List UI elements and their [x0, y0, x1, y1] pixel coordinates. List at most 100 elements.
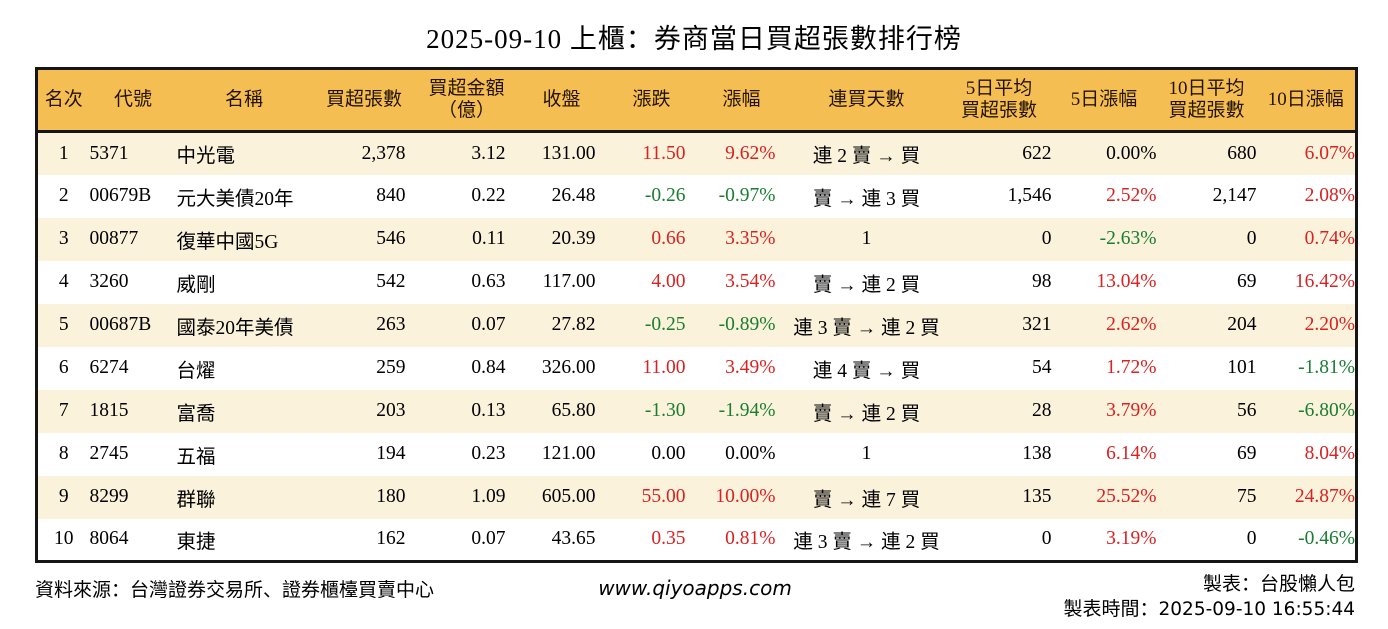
table-body: 1 5371 中光電 2,378 3.12 131.00 11.50 9.62% 連 2 賣 →… [36, 131, 1357, 562]
cell-buy-streak: 1 [861, 228, 872, 249]
cell-change: 11.00 [642, 357, 686, 378]
column-header-pct5: 5日漲幅 [1051, 68, 1157, 133]
cell-net-buy-shares: 203 [376, 400, 406, 421]
made-time-label: 製表時間： [1063, 599, 1159, 620]
column-header-avg10-net-buy: 10日平均 買超張數 [1156, 68, 1257, 133]
table-row: 8 2745 五福 194 0.23 121.00 0.00 0.00% 1 138 6.14% 69… [36, 432, 1357, 476]
cell-pct10: 2.08% [1304, 185, 1355, 206]
table-row: 4 3260 威剛 542 0.63 117.00 4.00 3.54% 賣 → 連 2 買 98… [36, 260, 1357, 304]
cell-close: 117.00 [542, 271, 596, 292]
cell-net-buy-shares: 263 [376, 314, 406, 335]
cell-avg5-net-buy: 0 [1041, 228, 1052, 249]
cell-close: 43.65 [551, 528, 596, 550]
column-header-net-buy-amount: 買超金額 （億） [416, 68, 517, 133]
cell-avg10-net-buy: 69 [1237, 271, 1257, 292]
cell-avg10-net-buy: 0 [1246, 528, 1257, 550]
table-row: 10 8064 東捷 162 0.07 43.65 0.35 0.81% 連 3 賣 → 連 2… [36, 518, 1357, 562]
cell-avg10-net-buy: 101 [1227, 357, 1257, 378]
column-header-code: 代號 [89, 68, 177, 133]
cell-rank: 7 [58, 400, 69, 421]
cell-name: 威剛 [176, 274, 216, 296]
cell-pct5: -2.63% [1099, 228, 1157, 249]
cell-net-buy-shares: 2,378 [361, 142, 406, 164]
cell-pct5: 2.62% [1106, 314, 1157, 335]
cell-buy-streak: 賣 → 連 3 買 [812, 188, 921, 210]
cell-close: 121.00 [541, 443, 596, 464]
cell-name: 元大美債20年 [176, 188, 294, 210]
cell-rank: 4 [58, 271, 69, 292]
column-header-pct10: 10日漲幅 [1256, 68, 1357, 133]
table-header: 名次 代號 名稱 買超張數 買超金額 （億） 收盤 漲跌 漲幅 連買天數 5日平均 買超張數 5日漲… [36, 68, 1357, 133]
cell-pct5: 0.00% [1106, 142, 1157, 164]
data-source: 資料來源：台灣證券交易所、證券櫃檯買賣中心 [35, 580, 435, 601]
cell-code: 5371 [89, 142, 129, 164]
cell-close: 65.80 [551, 400, 596, 421]
table-row: 3 00877 復華中國5G 546 0.11 20.39 0.66 3.35% 1 0 -2.63… [36, 217, 1357, 261]
column-header-buy-streak: 連買天數 [786, 68, 947, 133]
cell-change: 11.50 [642, 142, 686, 164]
header-row: 名次 代號 名稱 買超張數 買超金額 （億） 收盤 漲跌 漲幅 連買天數 5日平均 買超張數 5日漲… [36, 68, 1357, 133]
cell-code: 2745 [89, 443, 129, 464]
cell-change: 0.00 [651, 443, 686, 464]
cell-code: 00687B [89, 314, 152, 335]
cell-pct10: -1.81% [1298, 357, 1355, 378]
table-row: 6 6274 台燿 259 0.84 326.00 11.00 3.49% 連 4 賣 → 買 5… [36, 346, 1357, 390]
cell-net-buy-amount: 3.12 [471, 142, 506, 164]
cell-rank: 6 [58, 357, 69, 378]
cell-change-pct: -0.97% [718, 185, 776, 206]
cell-pct5: 2.52% [1106, 185, 1157, 206]
cell-code: 1815 [89, 400, 129, 421]
cell-pct5: 3.19% [1106, 528, 1157, 550]
cell-pct10: 6.07% [1304, 142, 1355, 164]
cell-change: 4.00 [651, 271, 686, 292]
cell-buy-streak: 連 2 賣 → 買 [812, 146, 921, 168]
cell-change: -1.30 [644, 400, 686, 421]
cell-code: 8299 [89, 486, 129, 507]
cell-name: 中光電 [176, 146, 236, 168]
cell-avg10-net-buy: 680 [1227, 142, 1257, 164]
cell-pct10: 8.04% [1304, 443, 1355, 464]
made-time-value: 2025-09-10 16:55:44 [1158, 599, 1355, 620]
cell-avg10-net-buy: 56 [1237, 400, 1257, 421]
column-header-net-buy-shares: 買超張數 [311, 68, 417, 133]
cell-rank: 3 [58, 228, 69, 249]
column-header-avg5-net-buy: 5日平均 買超張數 [946, 68, 1052, 133]
cell-close: 131.00 [541, 142, 596, 164]
cell-change: 55.00 [641, 486, 686, 507]
cell-pct10: -0.46% [1298, 528, 1355, 550]
cell-avg5-net-buy: 98 [1032, 271, 1052, 292]
cell-pct10: -6.80% [1298, 400, 1355, 421]
cell-change-pct: 3.54% [725, 271, 776, 292]
cell-change-pct: 0.81% [725, 528, 776, 550]
page-title: 2025-09-10 上櫃：券商當日買超張數排行榜 [426, 24, 962, 54]
cell-avg5-net-buy: 54 [1032, 357, 1052, 378]
cell-name: 富喬 [176, 403, 216, 425]
cell-code: 6274 [89, 357, 129, 378]
made-time: 製表時間：2025-09-10 16:55:44 [792, 597, 1356, 622]
cell-change-pct: 9.62% [725, 142, 776, 164]
cell-close: 26.48 [551, 185, 596, 206]
cell-net-buy-shares: 162 [376, 528, 406, 550]
credits: 製表：台股懶人包 製表時間：2025-09-10 16:55:44 [792, 572, 1356, 622]
cell-pct5: 13.04% [1096, 271, 1157, 292]
cell-pct5: 3.79% [1106, 400, 1157, 421]
cell-rank: 8 [58, 443, 69, 464]
cell-change-pct: 0.00% [725, 443, 776, 464]
cell-change-pct: -0.89% [718, 314, 776, 335]
cell-name: 群聯 [176, 489, 216, 511]
cell-net-buy-shares: 259 [376, 357, 406, 378]
table-row: 2 00679B 元大美債20年 840 0.22 26.48 -0.26 -0.97% 賣 →… [36, 174, 1357, 218]
cell-name: 五福 [176, 446, 216, 468]
cell-avg10-net-buy: 204 [1227, 314, 1257, 335]
cell-rank: 1 [58, 142, 69, 164]
cell-avg5-net-buy: 135 [1022, 486, 1052, 507]
column-header-close: 收盤 [516, 68, 607, 133]
cell-code: 00877 [89, 228, 139, 249]
cell-pct10: 16.42% [1294, 271, 1355, 292]
column-header-change: 漲跌 [606, 68, 697, 133]
cell-buy-streak: 賣 → 連 7 買 [812, 489, 921, 511]
cell-net-buy-amount: 0.13 [471, 400, 506, 421]
column-header-change-pct: 漲幅 [696, 68, 787, 133]
cell-avg5-net-buy: 0 [1041, 528, 1052, 550]
cell-pct5: 25.52% [1096, 486, 1157, 507]
